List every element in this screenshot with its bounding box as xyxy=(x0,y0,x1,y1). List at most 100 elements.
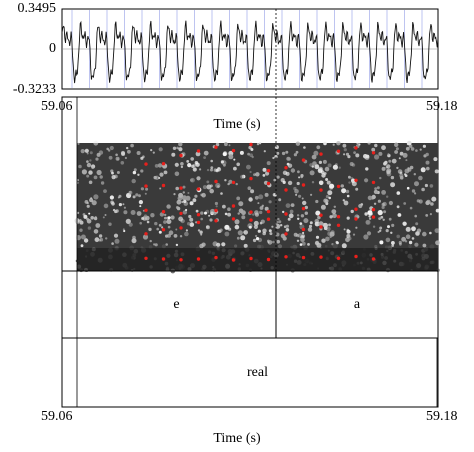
spectrogram-speckle xyxy=(103,189,107,194)
spectrogram-speckle xyxy=(262,228,267,233)
spectrogram-speckle xyxy=(329,231,335,237)
spectrogram-speckle xyxy=(425,152,429,157)
spectrogram-speckle xyxy=(282,180,286,184)
spectrogram-speckle xyxy=(139,221,142,225)
spectrogram-speckle xyxy=(110,169,114,173)
spectrogram-speckle xyxy=(414,242,419,247)
spectrogram-speckle xyxy=(343,148,347,152)
waveform-panel[interactable] xyxy=(61,8,439,90)
spectrogram-speckle xyxy=(121,152,126,156)
spectrogram-speckle xyxy=(99,175,103,179)
spectrogram-speckle xyxy=(318,160,322,164)
phone-interval-a[interactable]: a xyxy=(353,297,361,312)
spectrogram-speckle xyxy=(204,211,207,215)
spectrogram-speckle xyxy=(327,190,333,196)
formant-dot xyxy=(354,178,358,182)
phone-interval-e[interactable]: e xyxy=(173,297,180,312)
spectrogram-speckle xyxy=(165,243,168,246)
spectrogram-speckle xyxy=(122,252,127,257)
spectrogram-speckle xyxy=(189,217,194,222)
spectrogram-speckle xyxy=(210,168,213,172)
spectrogram-speckle xyxy=(196,176,201,181)
spectrogram-speckle xyxy=(296,214,300,217)
spectrogram-speckle xyxy=(203,156,207,160)
spectrogram-speckle xyxy=(125,218,131,224)
spectrogram-speckle xyxy=(416,228,422,233)
spectrogram-speckle xyxy=(353,151,356,155)
spectrogram-speckle xyxy=(296,260,302,265)
spectrogram-speckle xyxy=(89,198,94,203)
spectrogram[interactable] xyxy=(74,140,440,274)
spectrogram-speckle xyxy=(259,221,263,225)
spectrogram-speckle xyxy=(324,166,330,172)
formant-dot xyxy=(284,166,288,170)
spectrogram-speckle xyxy=(331,209,337,215)
formant-dot xyxy=(161,210,166,214)
spectrogram-speckle xyxy=(364,155,370,160)
spectrogram-speckle xyxy=(108,247,113,253)
word-interval-real[interactable]: real xyxy=(247,365,268,380)
spectrogram-speckle xyxy=(347,236,352,241)
formant-dot xyxy=(319,152,323,156)
formant-dot xyxy=(371,151,376,155)
spectrogram-speckle xyxy=(257,262,263,268)
spectrogram-speckle xyxy=(144,192,147,195)
spectrogram-speckle xyxy=(243,243,248,248)
spectrogram-speckle xyxy=(199,230,203,234)
spectrogram-speckle xyxy=(313,150,319,156)
spectrogram-speckle xyxy=(173,234,178,238)
spectrogram-speckle xyxy=(309,221,313,225)
spectrogram-speckle xyxy=(246,164,251,170)
spectrogram-speckle xyxy=(133,267,136,271)
spectrogram-speckle xyxy=(411,237,415,240)
spectrogram-speckle xyxy=(201,192,206,198)
spectrogram-speckle xyxy=(132,195,136,199)
spectrogram-speckle xyxy=(347,155,351,159)
spectrogram-speckle xyxy=(407,140,412,146)
spectrogram-speckle xyxy=(349,162,354,166)
spectrogram-speckle xyxy=(399,151,404,156)
spectrogram-speckle xyxy=(374,247,378,250)
spectrogram-speckle xyxy=(166,266,169,270)
spectrogram-speckle xyxy=(301,234,306,239)
formant-dot xyxy=(179,226,183,230)
spectrogram-speckle xyxy=(123,210,128,215)
spectrogram-speckle xyxy=(187,267,192,272)
spectrogram-speckle xyxy=(368,215,371,218)
spectrogram-speckle xyxy=(350,209,354,214)
spectrogram-speckle xyxy=(105,237,108,240)
spectrogram-speckle xyxy=(414,192,417,195)
spectrogram-speckle xyxy=(343,228,346,231)
spectrogram-speckle xyxy=(311,154,317,160)
spectrogram-speckle xyxy=(326,180,331,185)
spectrogram-speckle xyxy=(343,153,346,156)
spectrogram-speckle xyxy=(338,267,342,272)
spectrogram-speckle xyxy=(182,210,188,215)
time-start-label-bottom: 59.06 xyxy=(41,409,73,424)
spectrogram-speckle xyxy=(237,212,240,215)
spectrogram-speckle xyxy=(161,244,166,249)
spectrogram-speckle xyxy=(303,218,309,224)
spectrogram-speckle xyxy=(262,167,267,172)
spectrogram-speckle xyxy=(166,219,172,225)
spectrogram-speckle xyxy=(410,147,415,151)
spectrogram-speckle xyxy=(132,253,137,258)
spectrogram-speckle xyxy=(399,175,404,180)
spectrogram-speckle xyxy=(190,177,195,183)
spectrogram-speckle xyxy=(373,202,377,205)
formant-dot xyxy=(196,213,201,217)
spectrogram-speckle xyxy=(282,210,285,214)
spectrogram-speckle xyxy=(310,252,315,256)
spectrogram-speckle xyxy=(224,212,228,216)
spectrogram-speckle xyxy=(396,191,401,195)
spectrogram-speckle xyxy=(336,241,339,245)
spectrogram-speckle xyxy=(174,171,180,177)
spectrogram-speckle xyxy=(227,182,230,186)
spectrogram-speckle xyxy=(338,166,341,169)
spectrogram-speckle xyxy=(405,226,411,232)
spectrogram-speckle xyxy=(166,253,171,258)
spectrogram-speckle xyxy=(273,178,277,182)
spectrogram-speckle xyxy=(220,160,224,164)
spectrogram-speckle xyxy=(86,204,90,208)
